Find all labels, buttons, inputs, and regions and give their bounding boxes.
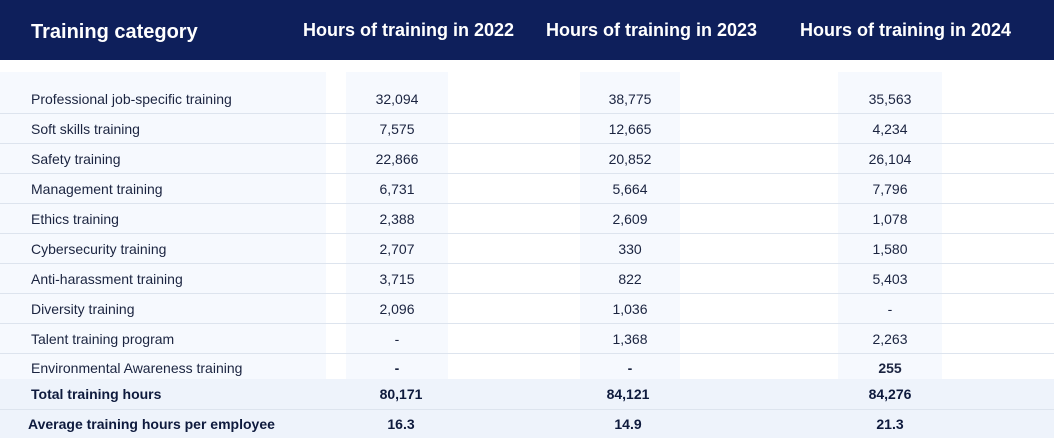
row-label: Professional job-specific training — [31, 90, 232, 107]
totals-section: Total training hours 80,171 84,121 84,27… — [0, 379, 1054, 438]
total-label: Total training hours — [31, 386, 162, 402]
average-value-2022: 16.3 — [387, 415, 415, 432]
row-value-2024: 5,403 — [872, 270, 908, 287]
row-value-2023: 1,368 — [612, 330, 648, 347]
row-value-2024: 26,104 — [868, 150, 912, 167]
table-row: Diversity training 2,096 1,036 - — [0, 294, 1054, 324]
column-background-2022 — [346, 72, 448, 380]
row-label: Anti-harassment training — [31, 270, 183, 287]
row-value-2023: 822 — [618, 270, 642, 287]
row-value-2023: 5,664 — [612, 180, 648, 197]
row-value-2022: - — [394, 330, 400, 347]
row-value-2023: 330 — [618, 240, 642, 257]
row-value-2022: 2,707 — [379, 240, 415, 257]
row-value-2023: 12,665 — [608, 120, 652, 137]
row-label: Management training — [31, 180, 163, 197]
row-value-2024: 7,796 — [872, 180, 908, 197]
table-row: Soft skills training 7,575 12,665 4,234 — [0, 114, 1054, 144]
table-row: Cybersecurity training 2,707 330 1,580 — [0, 234, 1054, 264]
table-row: Ethics training 2,388 2,609 1,078 — [0, 204, 1054, 234]
header-hours-2022: Hours of training in 2022 — [303, 19, 515, 40]
total-value-2023: 84,121 — [606, 386, 650, 402]
table-row: Talent training program - 1,368 2,263 — [0, 324, 1054, 354]
column-background-2023 — [580, 72, 680, 380]
table-row: Safety training 22,866 20,852 26,104 — [0, 144, 1054, 174]
average-value-2023: 14.9 — [614, 415, 642, 432]
table-row: Professional job-specific training 32,09… — [0, 84, 1054, 114]
table-row: Anti-harassment training 3,715 822 5,403 — [0, 264, 1054, 294]
total-row: Total training hours 80,171 84,121 84,27… — [0, 379, 1054, 410]
row-label: Diversity training — [31, 300, 135, 317]
row-value-2022: 2,096 — [379, 300, 415, 317]
table-row: Management training 6,731 5,664 7,796 — [0, 174, 1054, 204]
table-row: Environmental Awareness training - - 255 — [0, 354, 1054, 381]
row-value-2023: 1,036 — [612, 300, 648, 317]
row-value-2023: 20,852 — [608, 150, 652, 167]
row-value-2022: 7,575 — [379, 120, 415, 137]
row-label: Talent training program — [31, 330, 175, 347]
row-label: Environmental Awareness training — [31, 359, 243, 376]
row-value-2023: 2,609 — [612, 210, 648, 227]
table-header: Training category Hours of training in 2… — [0, 0, 1054, 60]
row-value-2024: 1,078 — [872, 210, 908, 227]
row-value-2024: 35,563 — [868, 90, 912, 107]
row-value-2022: 22,866 — [375, 150, 419, 167]
total-value-2022: 80,171 — [379, 386, 423, 402]
row-label: Ethics training — [31, 210, 119, 227]
row-value-2022: 32,094 — [375, 90, 419, 107]
row-value-2024: 255 — [878, 359, 902, 376]
table-body: Professional job-specific training 32,09… — [0, 84, 1054, 381]
row-value-2024: 4,234 — [872, 120, 908, 137]
row-label: Soft skills training — [31, 120, 140, 137]
header-hours-2024: Hours of training in 2024 — [800, 19, 1012, 40]
total-value-2024: 84,276 — [868, 386, 912, 402]
average-row: Average training hours per employee 16.3… — [0, 409, 1054, 438]
average-value-2024: 21.3 — [876, 415, 904, 432]
column-background-category — [0, 72, 326, 380]
header-training-category: Training category — [31, 20, 198, 43]
row-value-2023: 38,775 — [608, 90, 652, 107]
row-value-2024: 2,263 — [872, 330, 908, 347]
row-label: Cybersecurity training — [31, 240, 167, 257]
row-label: Safety training — [31, 150, 121, 167]
row-value-2022: 3,715 — [379, 270, 415, 287]
row-value-2024: 1,580 — [872, 240, 908, 257]
column-background-2024 — [838, 72, 942, 380]
average-label: Average training hours per employee — [28, 415, 275, 432]
row-value-2022: 2,388 — [379, 210, 415, 227]
header-hours-2023: Hours of training in 2023 — [546, 19, 758, 40]
row-value-2022: 6,731 — [379, 180, 415, 197]
row-value-2023: - — [627, 359, 633, 376]
row-value-2022: - — [394, 359, 400, 376]
row-value-2024: - — [887, 300, 893, 317]
